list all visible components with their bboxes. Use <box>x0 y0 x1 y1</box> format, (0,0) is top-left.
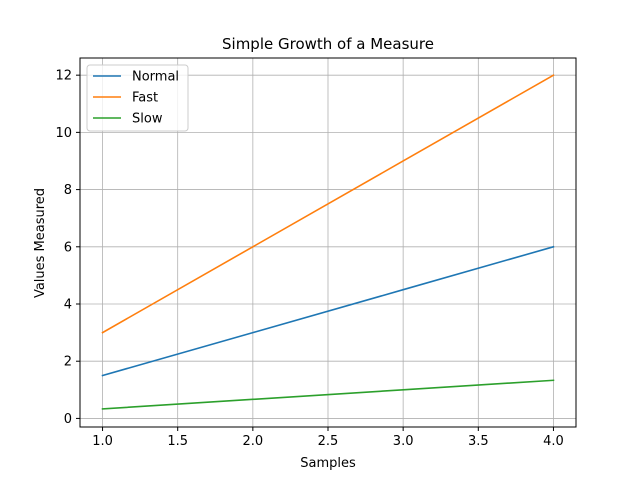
legend-label-slow: Slow <box>132 112 163 127</box>
x-tick-label: 1.5 <box>167 434 188 449</box>
x-tick-label: 2.5 <box>318 434 339 449</box>
y-tick-label: 2 <box>64 355 72 370</box>
series-line-normal <box>101 245 555 377</box>
x-tick-label: 4.0 <box>543 434 564 449</box>
x-axis-label: Samples <box>300 456 356 471</box>
chart-title: Simple Growth of a Measure <box>222 35 434 53</box>
x-tick-label: 2.0 <box>243 434 264 449</box>
x-tick-label: 1.0 <box>92 434 113 449</box>
legend-entries: Normal Fast Slow <box>93 70 179 127</box>
x-tick-label: 3.0 <box>393 434 414 449</box>
y-tick-label: 6 <box>64 240 72 255</box>
y-tick-label: 12 <box>55 69 72 84</box>
y-tick-label: 0 <box>64 412 72 427</box>
y-tick-label: 8 <box>64 183 72 198</box>
axis-ticks: 1.0 1.5 2.0 2.5 3.0 3.5 4.0 0 2 4 6 8 10 12 <box>55 69 563 449</box>
series-lines <box>101 74 555 410</box>
y-tick-label: 4 <box>64 298 72 313</box>
y-tick-label: 10 <box>55 126 72 141</box>
series-line-fast <box>101 74 555 334</box>
y-axis-label: Values Measured <box>33 188 48 298</box>
legend-box <box>86 64 189 132</box>
legend-label-normal: Normal <box>132 70 179 85</box>
legend-label-fast: Fast <box>132 91 158 106</box>
grid-lines <box>80 58 576 427</box>
legend: Normal Fast Slow <box>86 64 189 132</box>
x-tick-label: 3.5 <box>468 434 489 449</box>
series-line-slow <box>101 379 555 410</box>
